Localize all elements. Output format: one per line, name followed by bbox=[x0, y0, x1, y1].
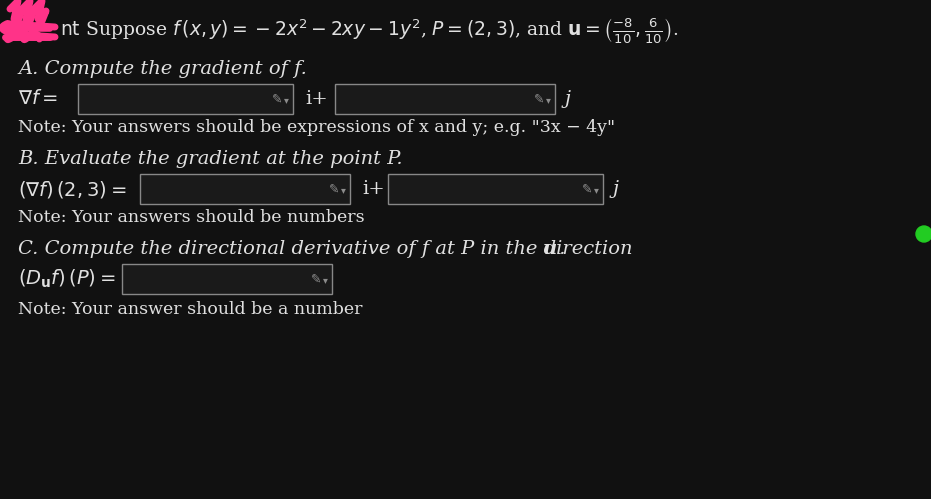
Text: .: . bbox=[553, 240, 565, 258]
FancyBboxPatch shape bbox=[122, 264, 332, 294]
Text: ✎: ✎ bbox=[272, 92, 282, 105]
Text: B. Evaluate the gradient at the point P.: B. Evaluate the gradient at the point P. bbox=[18, 150, 402, 168]
FancyBboxPatch shape bbox=[388, 174, 603, 204]
Text: i+: i+ bbox=[305, 90, 328, 108]
Text: ▾: ▾ bbox=[322, 275, 328, 285]
Text: A. Compute the gradient of f.: A. Compute the gradient of f. bbox=[18, 60, 307, 78]
Text: j: j bbox=[565, 90, 571, 108]
Text: u: u bbox=[543, 240, 557, 258]
Text: ✎: ✎ bbox=[582, 183, 592, 196]
Text: ✎: ✎ bbox=[311, 272, 321, 285]
FancyBboxPatch shape bbox=[78, 84, 293, 114]
Text: $(\nabla f)\,(2,3)=$: $(\nabla f)\,(2,3)=$ bbox=[18, 179, 127, 200]
Text: i+: i+ bbox=[362, 180, 385, 198]
Text: ✎: ✎ bbox=[329, 183, 339, 196]
Text: ✎: ✎ bbox=[533, 92, 545, 105]
Text: ▾: ▾ bbox=[341, 185, 345, 195]
Text: $\nabla f=$: $\nabla f=$ bbox=[18, 90, 58, 108]
Text: Note: Your answer should be a number: Note: Your answer should be a number bbox=[18, 300, 362, 317]
Text: ▾: ▾ bbox=[594, 185, 599, 195]
Text: j: j bbox=[613, 180, 619, 198]
Text: ▾: ▾ bbox=[546, 95, 550, 105]
Text: $\mathrm{nt}$ Suppose $f\,(x,y)=-2x^2-2xy-1y^2$, $P=(2,3)$, and $\mathbf{u}=\lef: $\mathrm{nt}$ Suppose $f\,(x,y)=-2x^2-2x… bbox=[60, 16, 678, 46]
Text: Note: Your answers should be numbers: Note: Your answers should be numbers bbox=[18, 209, 365, 226]
Circle shape bbox=[916, 226, 931, 242]
FancyBboxPatch shape bbox=[140, 174, 350, 204]
Text: ▾: ▾ bbox=[284, 95, 289, 105]
Text: C. Compute the directional derivative of f at P in the direction: C. Compute the directional derivative of… bbox=[18, 240, 639, 258]
Text: Note: Your answers should be expressions of x and y; e.g. "3x − 4y": Note: Your answers should be expressions… bbox=[18, 118, 615, 136]
Text: $(D_{\mathbf{u}}f)\,(P)=$: $(D_{\mathbf{u}}f)\,(P)=$ bbox=[18, 268, 115, 290]
FancyBboxPatch shape bbox=[335, 84, 555, 114]
